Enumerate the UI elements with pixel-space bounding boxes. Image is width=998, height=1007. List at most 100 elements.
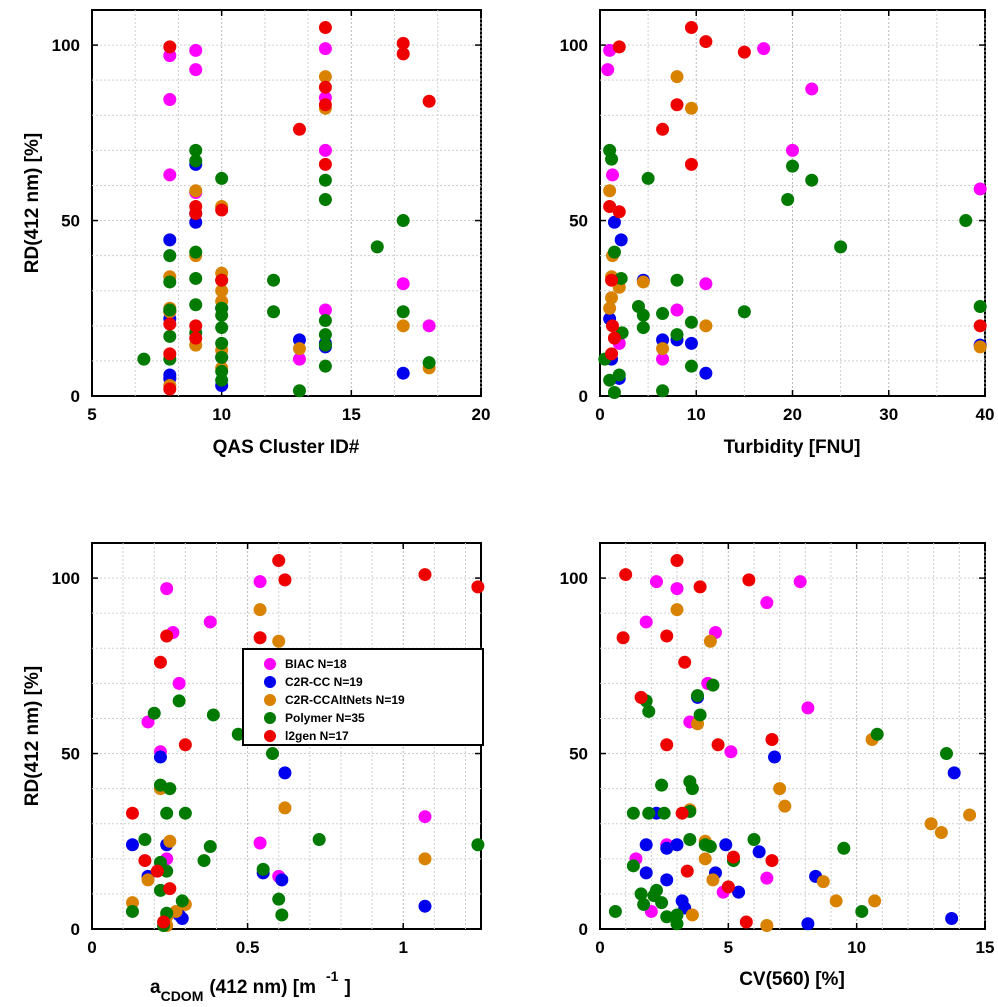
data-point bbox=[973, 319, 987, 333]
data-point bbox=[699, 35, 713, 49]
data-point bbox=[612, 368, 626, 382]
data-point bbox=[656, 122, 670, 136]
y-tick-label: 100 bbox=[560, 36, 588, 55]
y-tick-label: 50 bbox=[61, 745, 80, 764]
data-point bbox=[163, 317, 177, 331]
data-point bbox=[163, 92, 177, 106]
legend-label: C2R-CCAltNets N=19 bbox=[285, 693, 405, 707]
x-axis-label-sup: -1 bbox=[326, 968, 339, 984]
data-point bbox=[934, 826, 948, 839]
data-point bbox=[684, 336, 698, 350]
y-tick-label: 0 bbox=[579, 920, 588, 939]
legend: BIAC N=18 C2R-CC N=19 C2R-CCAltNets N=19 Po… bbox=[242, 648, 484, 746]
data-point bbox=[160, 806, 174, 820]
data-point bbox=[370, 240, 384, 254]
data-point bbox=[206, 708, 220, 722]
data-point bbox=[318, 314, 332, 328]
panel-qas-cluster: QAS Cluster ID# RD(412 nm) [%] 5 10 15 2005… bbox=[22, 9, 491, 458]
data-point bbox=[699, 277, 713, 291]
data-point bbox=[614, 271, 628, 285]
data-point bbox=[739, 915, 753, 929]
data-point bbox=[418, 810, 432, 824]
data-point bbox=[760, 596, 774, 610]
data-point bbox=[649, 575, 663, 589]
data-point bbox=[680, 864, 694, 878]
data-point bbox=[634, 887, 648, 901]
data-point bbox=[691, 689, 705, 703]
data-point bbox=[870, 727, 884, 741]
data-point bbox=[605, 152, 619, 166]
data-point bbox=[670, 98, 684, 112]
data-point bbox=[189, 331, 203, 345]
data-point bbox=[275, 873, 289, 887]
data-point bbox=[396, 36, 410, 50]
data-point bbox=[150, 864, 164, 878]
data-point bbox=[973, 340, 987, 354]
data-point bbox=[607, 215, 621, 229]
data-point bbox=[829, 894, 843, 908]
data-point bbox=[125, 904, 139, 918]
data-point bbox=[641, 171, 655, 185]
data-point bbox=[706, 873, 720, 887]
data-point bbox=[656, 342, 670, 356]
data-point bbox=[765, 854, 779, 868]
data-point bbox=[760, 871, 774, 885]
data-point bbox=[396, 47, 410, 61]
data-point bbox=[670, 70, 684, 84]
plot-area bbox=[91, 9, 482, 397]
data-point bbox=[703, 840, 717, 854]
x-tick-label: 0 bbox=[595, 938, 604, 957]
data-point bbox=[603, 301, 617, 315]
data-point bbox=[253, 836, 267, 850]
data-point bbox=[396, 366, 410, 380]
data-point bbox=[605, 273, 619, 287]
data-point bbox=[272, 634, 286, 648]
data-point bbox=[318, 359, 332, 373]
data-point bbox=[786, 159, 799, 173]
data-point bbox=[670, 554, 684, 568]
data-point bbox=[642, 704, 656, 718]
data-point bbox=[215, 336, 229, 350]
data-point bbox=[607, 331, 621, 345]
x-axis-label-main: a bbox=[150, 977, 161, 998]
data-point bbox=[265, 747, 279, 761]
data-point bbox=[318, 70, 332, 84]
legend-label: C2R-CC N=19 bbox=[285, 675, 363, 689]
data-point bbox=[724, 745, 738, 759]
data-point bbox=[318, 157, 332, 171]
data-point bbox=[396, 319, 410, 333]
data-point bbox=[267, 305, 281, 319]
data-point bbox=[318, 42, 332, 56]
data-point bbox=[215, 350, 229, 364]
data-point bbox=[778, 799, 792, 813]
data-point bbox=[272, 892, 286, 906]
y-tick-label: 100 bbox=[52, 36, 80, 55]
data-point bbox=[163, 782, 177, 796]
data-point bbox=[834, 240, 848, 254]
data-point bbox=[837, 841, 851, 855]
data-point bbox=[318, 303, 332, 317]
data-point bbox=[422, 356, 436, 370]
data-point bbox=[189, 319, 203, 333]
x-axis-label: CV(560) [%] bbox=[739, 969, 845, 990]
data-point bbox=[698, 852, 712, 866]
data-point bbox=[318, 173, 332, 187]
data-point bbox=[256, 862, 270, 876]
y-tick-label: 0 bbox=[71, 387, 80, 406]
data-point bbox=[699, 319, 713, 333]
plot-area bbox=[599, 542, 986, 930]
x-tick-label: 10 bbox=[212, 405, 231, 424]
data-point bbox=[637, 897, 651, 911]
data-point bbox=[726, 850, 740, 864]
data-point bbox=[711, 738, 725, 752]
data-point bbox=[757, 42, 771, 56]
data-point bbox=[636, 275, 650, 289]
x-tick-label: 20 bbox=[472, 405, 491, 424]
data-point bbox=[278, 573, 292, 587]
data-point bbox=[160, 582, 174, 596]
series-l2gen bbox=[616, 554, 779, 929]
data-point bbox=[189, 245, 203, 259]
data-point bbox=[747, 833, 761, 847]
data-point bbox=[607, 245, 621, 259]
data-point bbox=[639, 615, 653, 629]
